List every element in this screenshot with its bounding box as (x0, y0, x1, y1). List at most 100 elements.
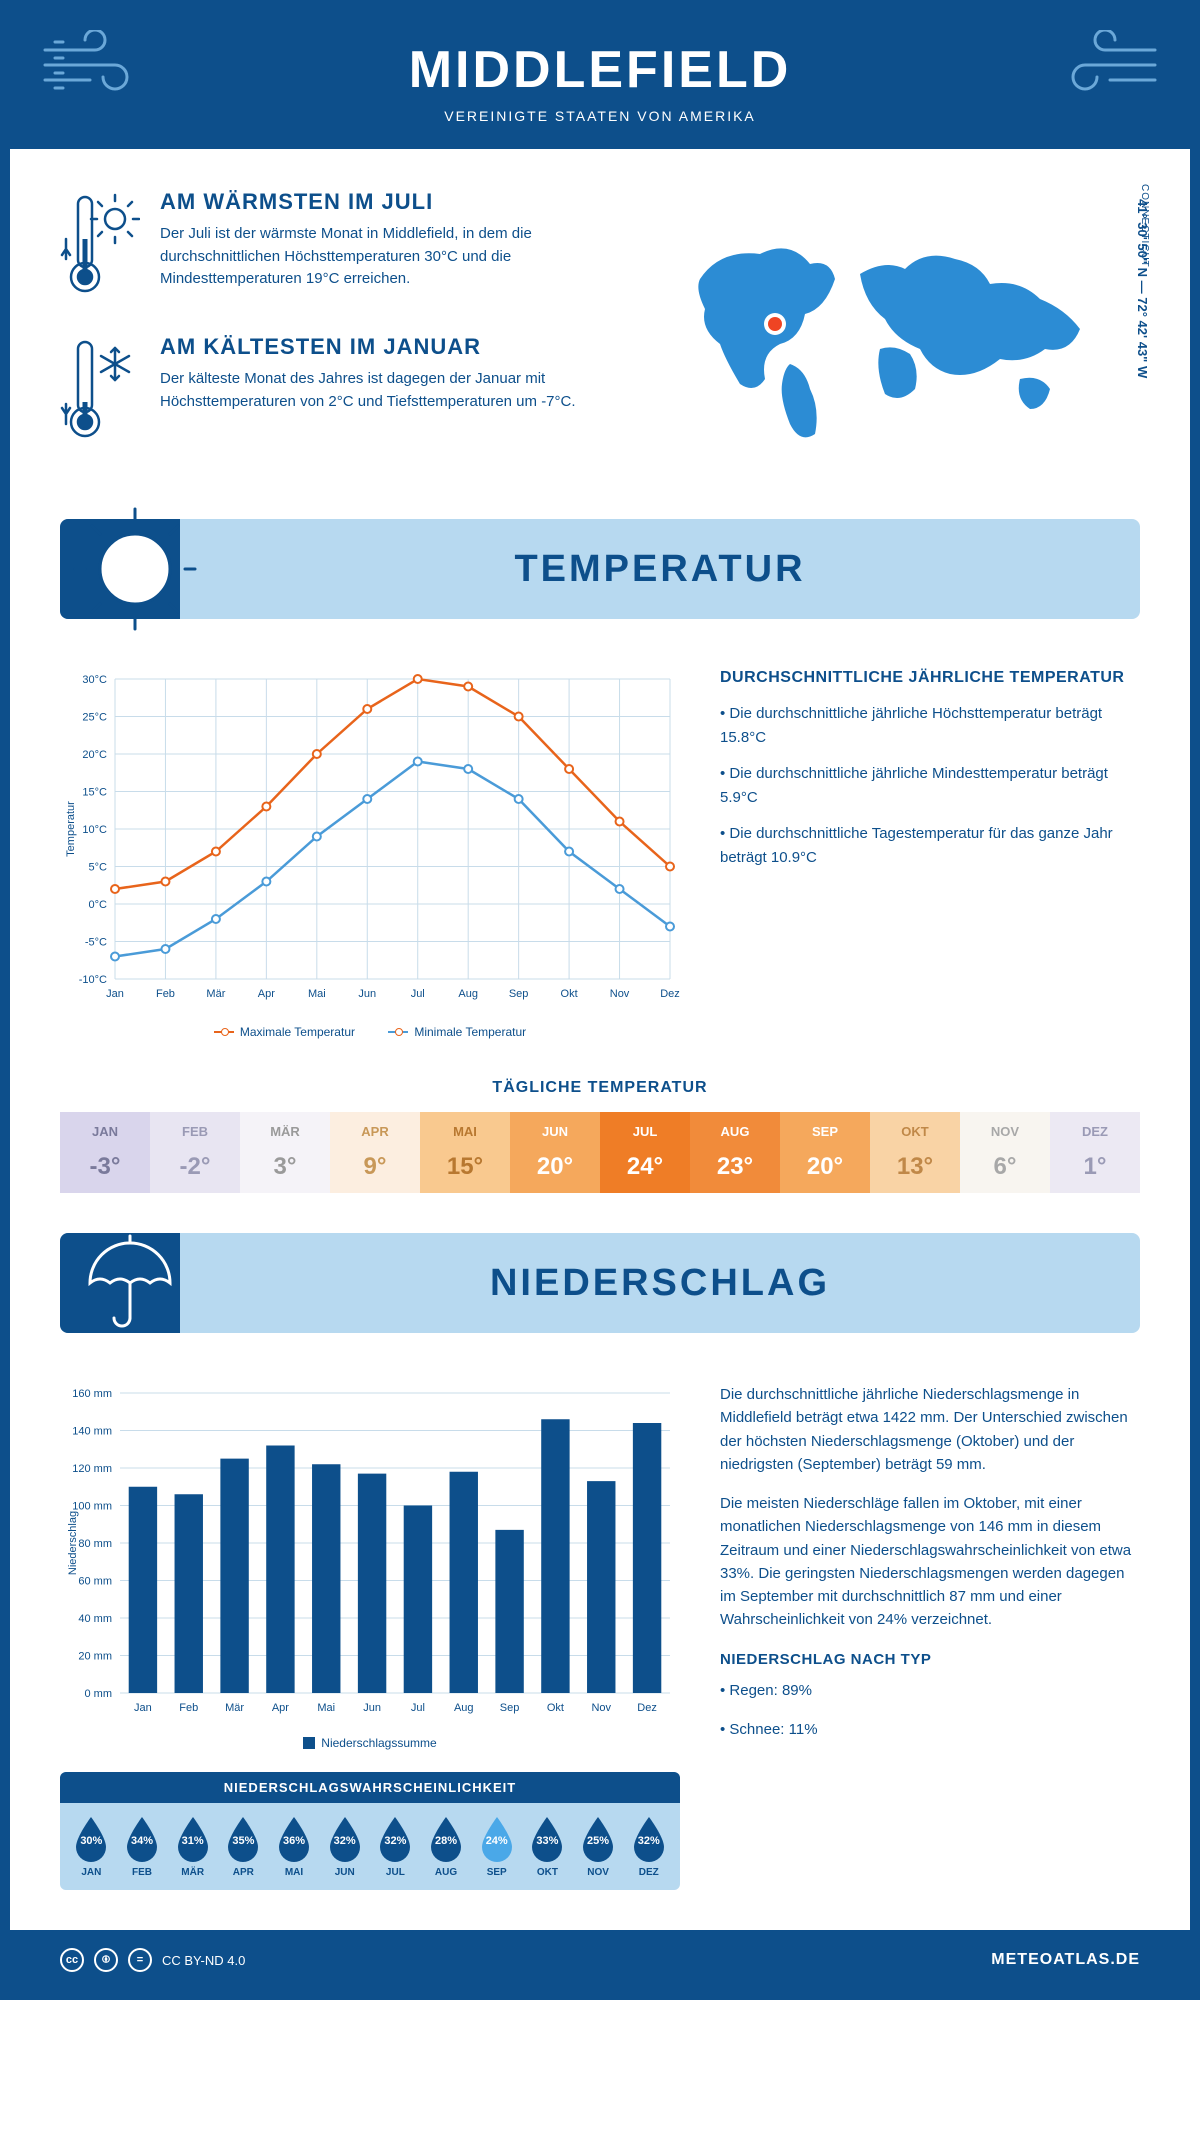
temperature-title: TEMPERATUR (180, 548, 1140, 591)
daily-cell: JUL24° (600, 1112, 690, 1193)
precip-summary: Die durchschnittliche jährliche Niedersc… (720, 1383, 1140, 1890)
coordinates: 41° 30' 50" N — 72° 42' 43" W (1135, 199, 1150, 378)
temperature-summary: DURCHSCHNITTLICHE JÄHRLICHE TEMPERATUR •… (720, 669, 1140, 1039)
page-subtitle: VEREINIGTE STAATEN VON AMERIKA (30, 108, 1170, 124)
prob-cell: 33% OKT (522, 1815, 573, 1878)
legend-min: Minimale Temperatur (414, 1025, 526, 1039)
precip-type-heading: NIEDERSCHLAG NACH TYP (720, 1648, 1140, 1671)
svg-text:Apr: Apr (258, 988, 275, 1000)
daily-cell: OKT13° (870, 1112, 960, 1193)
sun-icon (60, 519, 180, 619)
header: MIDDLEFIELD VEREINIGTE STAATEN VON AMERI… (10, 10, 1190, 149)
svg-text:15°C: 15°C (82, 787, 107, 799)
svg-text:-10°C: -10°C (79, 974, 107, 986)
warmest-text: Der Juli ist der wärmste Monat in Middle… (160, 223, 610, 291)
warmest-fact: AM WÄRMSTEN IM JULI Der Juli ist der wär… (60, 189, 610, 304)
temp-bullet: • Die durchschnittliche jährliche Höchst… (720, 702, 1140, 750)
svg-text:Nov: Nov (610, 988, 630, 1000)
coldest-text: Der kälteste Monat des Jahres ist dagege… (160, 368, 610, 413)
license: cc 🅯 = CC BY-ND 4.0 (60, 1948, 245, 1972)
prob-cell: 34% FEB (117, 1815, 168, 1878)
by-icon: 🅯 (94, 1948, 118, 1972)
prob-cell: 35% APR (218, 1815, 269, 1878)
page-title: MIDDLEFIELD (30, 40, 1170, 100)
wind-icon (1050, 30, 1160, 105)
daily-temp-grid: JAN-3°FEB-2°MÄR3°APR9°MAI15°JUN20°JUL24°… (60, 1112, 1140, 1193)
prob-cell: 32% DEZ (623, 1815, 674, 1878)
temperature-chart: -10°C-5°C0°C5°C10°C15°C20°C25°C30°CJanFe… (60, 669, 680, 1039)
temperature-header: TEMPERATUR (60, 519, 1140, 619)
daily-cell: NOV6° (960, 1112, 1050, 1193)
svg-text:Aug: Aug (454, 1702, 474, 1714)
coldest-fact: AM KÄLTESTEN IM JANUAR Der kälteste Mona… (60, 334, 610, 449)
umbrella-icon (60, 1233, 180, 1333)
daily-cell: AUG23° (690, 1112, 780, 1193)
site-name: METEOATLAS.DE (991, 1951, 1140, 1969)
svg-text:Jul: Jul (411, 1702, 425, 1714)
daily-cell: MÄR3° (240, 1112, 330, 1193)
prob-cell: 32% JUN (319, 1815, 370, 1878)
intro-section: AM WÄRMSTEN IM JULI Der Juli ist der wär… (10, 149, 1190, 499)
precip-probability-box: NIEDERSCHLAGSWAHRSCHEINLICHKEIT 30% JAN … (60, 1772, 680, 1890)
legend-max: Maximale Temperatur (240, 1025, 355, 1039)
svg-text:10°C: 10°C (82, 824, 107, 836)
svg-text:Feb: Feb (179, 1702, 198, 1714)
svg-text:Okt: Okt (547, 1702, 564, 1714)
prob-cell: 28% AUG (421, 1815, 472, 1878)
prob-cell: 31% MÄR (167, 1815, 218, 1878)
svg-text:5°C: 5°C (89, 862, 108, 874)
svg-text:Mär: Mär (206, 988, 225, 1000)
legend-precip: Niederschlagssumme (321, 1736, 436, 1750)
cc-icon: cc (60, 1948, 84, 1972)
svg-text:Jan: Jan (106, 988, 124, 1000)
svg-text:Niederschlag: Niederschlag (67, 1511, 79, 1575)
precip-type-item: • Regen: 89% (720, 1679, 1140, 1702)
precip-para: Die durchschnittliche jährliche Niedersc… (720, 1383, 1140, 1476)
svg-text:80 mm: 80 mm (78, 1538, 112, 1550)
precip-type-item: • Schnee: 11% (720, 1718, 1140, 1741)
svg-text:Jan: Jan (134, 1702, 152, 1714)
prob-cell: 36% MAI (269, 1815, 320, 1878)
svg-text:Feb: Feb (156, 988, 175, 1000)
prob-cell: 25% NOV (573, 1815, 624, 1878)
nd-icon: = (128, 1948, 152, 1972)
svg-text:Mai: Mai (308, 988, 326, 1000)
svg-text:100 mm: 100 mm (72, 1501, 112, 1513)
svg-text:Apr: Apr (272, 1702, 289, 1714)
daily-cell: APR9° (330, 1112, 420, 1193)
svg-text:Jul: Jul (411, 988, 425, 1000)
prob-cell: 30% JAN (66, 1815, 117, 1878)
svg-text:160 mm: 160 mm (72, 1388, 112, 1400)
precip-title: NIEDERSCHLAG (180, 1262, 1140, 1305)
svg-text:0°C: 0°C (89, 899, 108, 911)
temp-bullet: • Die durchschnittliche jährliche Mindes… (720, 762, 1140, 810)
temp-summary-heading: DURCHSCHNITTLICHE JÄHRLICHE TEMPERATUR (720, 669, 1140, 687)
svg-text:Dez: Dez (637, 1702, 657, 1714)
precip-legend: Niederschlagssumme (60, 1736, 680, 1752)
wind-icon (40, 30, 150, 105)
prob-cell: 32% JUL (370, 1815, 421, 1878)
daily-cell: JUN20° (510, 1112, 600, 1193)
svg-text:0 mm: 0 mm (85, 1688, 113, 1700)
svg-text:Sep: Sep (509, 988, 529, 1000)
daily-cell: SEP20° (780, 1112, 870, 1193)
svg-text:20 mm: 20 mm (78, 1651, 112, 1663)
svg-text:30°C: 30°C (82, 674, 107, 686)
prob-title: NIEDERSCHLAGSWAHRSCHEINLICHKEIT (60, 1772, 680, 1803)
svg-text:Dez: Dez (660, 988, 680, 1000)
precip-header: NIEDERSCHLAG (60, 1233, 1140, 1333)
daily-temp-heading: TÄGLICHE TEMPERATUR (10, 1079, 1190, 1097)
svg-text:20°C: 20°C (82, 749, 107, 761)
svg-text:Jun: Jun (363, 1702, 381, 1714)
thermometer-hot-icon (60, 189, 140, 304)
daily-cell: DEZ1° (1050, 1112, 1140, 1193)
svg-text:Okt: Okt (561, 988, 578, 1000)
license-text: CC BY-ND 4.0 (162, 1953, 245, 1968)
svg-text:60 mm: 60 mm (78, 1576, 112, 1588)
thermometer-cold-icon (60, 334, 140, 449)
precip-para: Die meisten Niederschläge fallen im Okto… (720, 1492, 1140, 1632)
precip-chart: 0 mm20 mm40 mm60 mm80 mm100 mm120 mm140 … (60, 1383, 680, 1723)
svg-text:Aug: Aug (458, 988, 478, 1000)
svg-text:40 mm: 40 mm (78, 1613, 112, 1625)
temp-bullet: • Die durchschnittliche Tagestemperatur … (720, 822, 1140, 870)
